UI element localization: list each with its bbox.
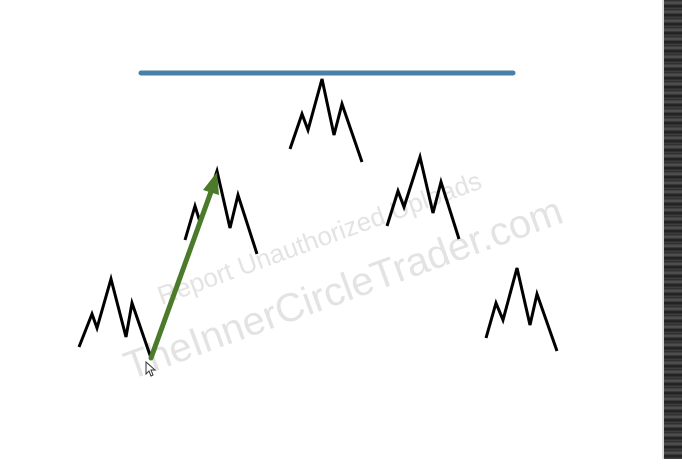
swing-pattern-2 (183, 165, 259, 255)
swing-pattern-3 (288, 78, 364, 163)
mouse-pointer-icon (145, 360, 157, 377)
green-arrow-shaft (148, 186, 215, 361)
swing-pattern-4 (385, 151, 461, 240)
window-edge-border (662, 0, 682, 459)
green-arrow-head (203, 172, 219, 195)
swing-pattern-5 (484, 267, 559, 352)
watermark: Report Unauthorized Uploads TheInnerCirc… (118, 165, 568, 388)
swing-pattern-1 (77, 273, 153, 359)
